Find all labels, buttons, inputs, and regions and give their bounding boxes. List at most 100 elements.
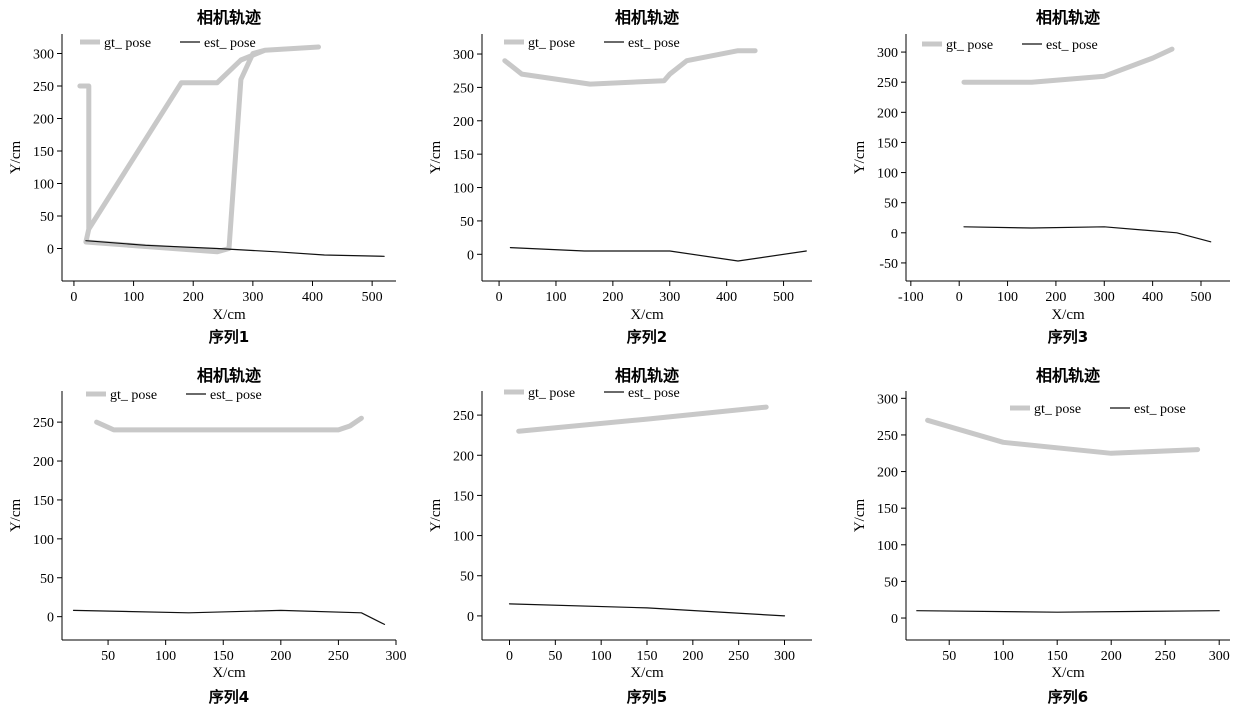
x-tick-label: 200 xyxy=(1101,649,1122,664)
sequence-caption: 序列6 xyxy=(1048,688,1088,706)
chart-panel-3: 相机轨迹 -100 0 100 200 300 400 500 -50 0 50 100 150 200 2… xyxy=(852,8,1230,346)
y-tick-label: 300 xyxy=(33,48,54,63)
chart-title: 相机轨迹 xyxy=(615,8,679,27)
x-tick-label: 500 xyxy=(362,290,383,305)
x-tick-label: 50 xyxy=(942,649,956,664)
y-tick-label: 250 xyxy=(877,429,898,444)
legend-gt-label: gt_ pose xyxy=(528,386,575,401)
sequence-caption: 序列1 xyxy=(209,328,249,346)
y-tick-label: 50 xyxy=(884,197,898,212)
y-tick-label: 100 xyxy=(877,539,898,554)
x-tick-label: 150 xyxy=(213,649,234,664)
x-tick-label: 100 xyxy=(993,649,1014,664)
x-tick-label: 100 xyxy=(591,649,612,664)
x-tick-label: 250 xyxy=(728,649,749,664)
x-axis-label: X/cm xyxy=(1051,307,1085,323)
y-tick-label: 200 xyxy=(33,113,54,128)
x-tick-label: 100 xyxy=(545,290,566,305)
y-tick-label: 250 xyxy=(33,80,54,95)
legend-est-label: est_ pose xyxy=(204,36,256,51)
x-tick-label: 200 xyxy=(682,649,703,664)
est-pose-line xyxy=(916,610,1220,613)
x-tick-label: 150 xyxy=(1047,649,1068,664)
x-tick-label: 250 xyxy=(328,649,349,664)
gt-pose-line xyxy=(94,415,364,433)
y-tick-label: 0 xyxy=(891,227,898,242)
x-tick-label: 0 xyxy=(956,290,963,305)
chart-title: 相机轨迹 xyxy=(1036,8,1100,27)
y-tick-label: 300 xyxy=(453,48,474,63)
y-tick-label: 100 xyxy=(33,178,54,193)
y-tick-label: 50 xyxy=(460,215,474,230)
y-tick-label: 100 xyxy=(877,167,898,182)
x-tick-label: 300 xyxy=(386,649,407,664)
x-tick-label: 0 xyxy=(70,290,77,305)
x-tick-label: 100 xyxy=(997,290,1018,305)
sequence-caption: 序列5 xyxy=(627,688,667,706)
chart-panel-4: 相机轨迹 50 100 150 200 250 300 0 50 100 150 200 250 X/cm… xyxy=(8,366,407,706)
gt-pose-line xyxy=(77,44,321,255)
gt-pose-line xyxy=(516,404,769,434)
y-tick-label: 150 xyxy=(33,145,54,160)
y-tick-label: 200 xyxy=(877,466,898,481)
y-tick-label: 0 xyxy=(467,610,474,625)
gt-pose-line xyxy=(961,46,1175,85)
y-tick-label: 150 xyxy=(877,502,898,517)
x-tick-label: 150 xyxy=(637,649,658,664)
gt-pose-line xyxy=(925,417,1201,456)
x-tick-label: 200 xyxy=(183,290,204,305)
y-tick-label: 250 xyxy=(33,416,54,431)
y-tick-label: 100 xyxy=(453,182,474,197)
y-axis-label: Y/cm xyxy=(852,141,868,175)
y-tick-label: 0 xyxy=(47,611,54,626)
x-tick-label: 200 xyxy=(602,290,623,305)
y-tick-label: 250 xyxy=(453,409,474,424)
legend-gt-label: gt_ pose xyxy=(110,388,157,403)
y-tick-label: -50 xyxy=(879,257,898,272)
x-tick-label: 400 xyxy=(302,290,323,305)
x-tick-label: 0 xyxy=(506,649,513,664)
y-tick-label: 100 xyxy=(453,530,474,545)
x-tick-label: 300 xyxy=(1209,649,1230,664)
x-tick-label: 250 xyxy=(1155,649,1176,664)
sequence-caption: 序列4 xyxy=(209,688,249,706)
chart-title: 相机轨迹 xyxy=(197,366,261,385)
x-tick-label: 100 xyxy=(123,290,144,305)
x-tick-label: 300 xyxy=(659,290,680,305)
chart-title: 相机轨迹 xyxy=(1036,366,1100,385)
est-pose-line xyxy=(85,240,385,257)
legend-est-label: est_ pose xyxy=(210,388,262,403)
y-tick-label: 0 xyxy=(47,243,54,258)
y-tick-label: 0 xyxy=(891,612,898,627)
y-tick-label: 50 xyxy=(40,572,54,587)
y-tick-label: 250 xyxy=(877,76,898,91)
x-axis-label: X/cm xyxy=(212,307,246,323)
chart-title: 相机轨迹 xyxy=(197,8,261,27)
x-tick-label: 500 xyxy=(773,290,794,305)
y-axis-label: Y/cm xyxy=(8,499,24,533)
y-tick-label: 150 xyxy=(877,136,898,151)
x-tick-label: 500 xyxy=(1190,290,1211,305)
y-tick-label: 200 xyxy=(453,115,474,130)
sequence-caption: 序列3 xyxy=(1048,328,1088,346)
est-pose-line xyxy=(963,226,1212,243)
y-tick-label: 50 xyxy=(460,570,474,585)
x-axis-label: X/cm xyxy=(630,665,664,681)
y-tick-label: 50 xyxy=(884,575,898,590)
legend-gt-label: gt_ pose xyxy=(1034,402,1081,417)
gt-pose-line xyxy=(502,48,758,87)
chart-panel-1: 相机轨迹 0 100 200 300 400 500 0 50 100 150 200 250 300 X/… xyxy=(8,8,396,346)
y-tick-label: 150 xyxy=(453,148,474,163)
y-tick-label: 150 xyxy=(33,494,54,509)
y-tick-label: 200 xyxy=(33,455,54,470)
chart-panel-2: 相机轨迹 0 100 200 300 400 500 0 50 100 150 200 250 300 X/… xyxy=(428,8,812,346)
y-tick-label: 150 xyxy=(453,489,474,504)
x-tick-label: 300 xyxy=(242,290,263,305)
x-tick-label: 300 xyxy=(1094,290,1115,305)
y-axis-label: Y/cm xyxy=(8,141,24,175)
legend-gt-label: gt_ pose xyxy=(946,38,993,53)
y-axis-label: Y/cm xyxy=(428,499,444,533)
y-axis-label: Y/cm xyxy=(852,499,868,533)
est-pose-line xyxy=(509,247,807,262)
